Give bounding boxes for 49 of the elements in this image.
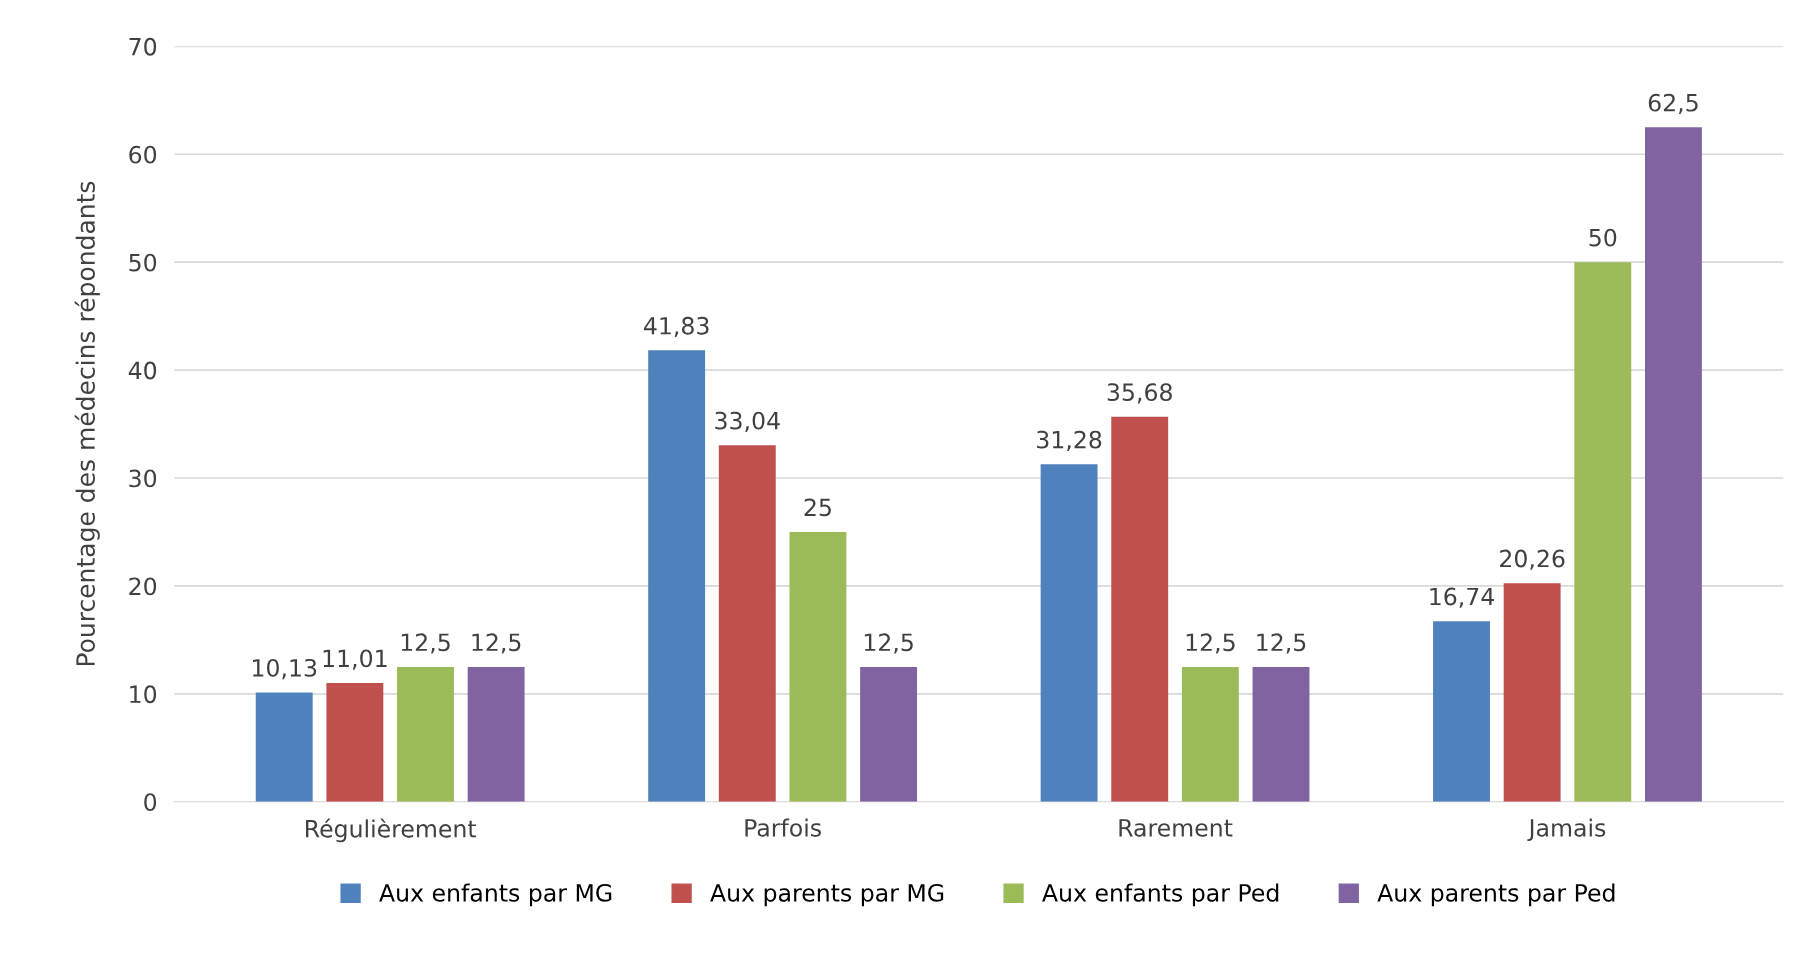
bar bbox=[467, 666, 525, 802]
data-label: 12,5 bbox=[1186, 633, 1235, 654]
y-tick-label: 0 bbox=[144, 793, 157, 812]
data-label: 11,01 bbox=[323, 649, 387, 670]
bar bbox=[789, 531, 847, 802]
y-axis-title: Pourcentage des médecins répondants bbox=[74, 181, 100, 666]
x-tick-label: Rarement bbox=[1119, 819, 1233, 837]
data-label: 50 bbox=[1589, 228, 1617, 247]
y-tick-label: 40 bbox=[128, 361, 157, 380]
bar bbox=[648, 350, 706, 802]
bar bbox=[326, 682, 384, 802]
data-label: 16,74 bbox=[1430, 587, 1494, 608]
data-label: 62,5 bbox=[1648, 93, 1698, 115]
bar bbox=[1503, 583, 1561, 802]
data-label: 31,28 bbox=[1037, 430, 1102, 451]
x-tick-label: Jamais bbox=[1527, 818, 1606, 842]
bar bbox=[718, 445, 776, 802]
data-label: 25 bbox=[804, 498, 831, 517]
legend-label: Aux enfants par MG bbox=[379, 883, 612, 907]
data-label: 12,5 bbox=[472, 633, 521, 654]
y-tick-label: 30 bbox=[129, 469, 157, 488]
bar bbox=[1644, 127, 1702, 802]
bar bbox=[1574, 262, 1632, 802]
data-label: 10,13 bbox=[253, 658, 317, 680]
legend-label: Aux parents par MG bbox=[710, 883, 944, 907]
bar bbox=[255, 692, 313, 802]
bar bbox=[1181, 666, 1239, 802]
data-label: 33,04 bbox=[715, 411, 780, 432]
data-label: 41,83 bbox=[644, 316, 709, 338]
legend-label: Aux parents par Ped bbox=[1377, 883, 1615, 907]
data-label: 12,5 bbox=[864, 633, 913, 654]
data-label: 20,26 bbox=[1500, 549, 1565, 570]
data-label: 12,5 bbox=[1257, 633, 1306, 654]
y-tick-label: 60 bbox=[129, 145, 157, 164]
bar bbox=[1111, 416, 1169, 802]
bar bbox=[1433, 621, 1490, 802]
y-tick-label: 50 bbox=[129, 253, 157, 272]
y-tick-label: 20 bbox=[129, 577, 157, 596]
legend-label: Aux enfants par Ped bbox=[1042, 883, 1279, 907]
data-label: 12,5 bbox=[401, 633, 450, 654]
y-tick-label: 10 bbox=[130, 685, 157, 704]
x-tick-label: Régulièrement bbox=[306, 818, 477, 843]
y-tick-label: 70 bbox=[129, 37, 157, 56]
x-tick-label: Parfois bbox=[745, 818, 821, 837]
bar bbox=[397, 666, 454, 802]
bar bbox=[1252, 666, 1310, 802]
bar bbox=[860, 666, 918, 802]
bar bbox=[1040, 464, 1098, 802]
data-label: 35,68 bbox=[1107, 383, 1172, 404]
